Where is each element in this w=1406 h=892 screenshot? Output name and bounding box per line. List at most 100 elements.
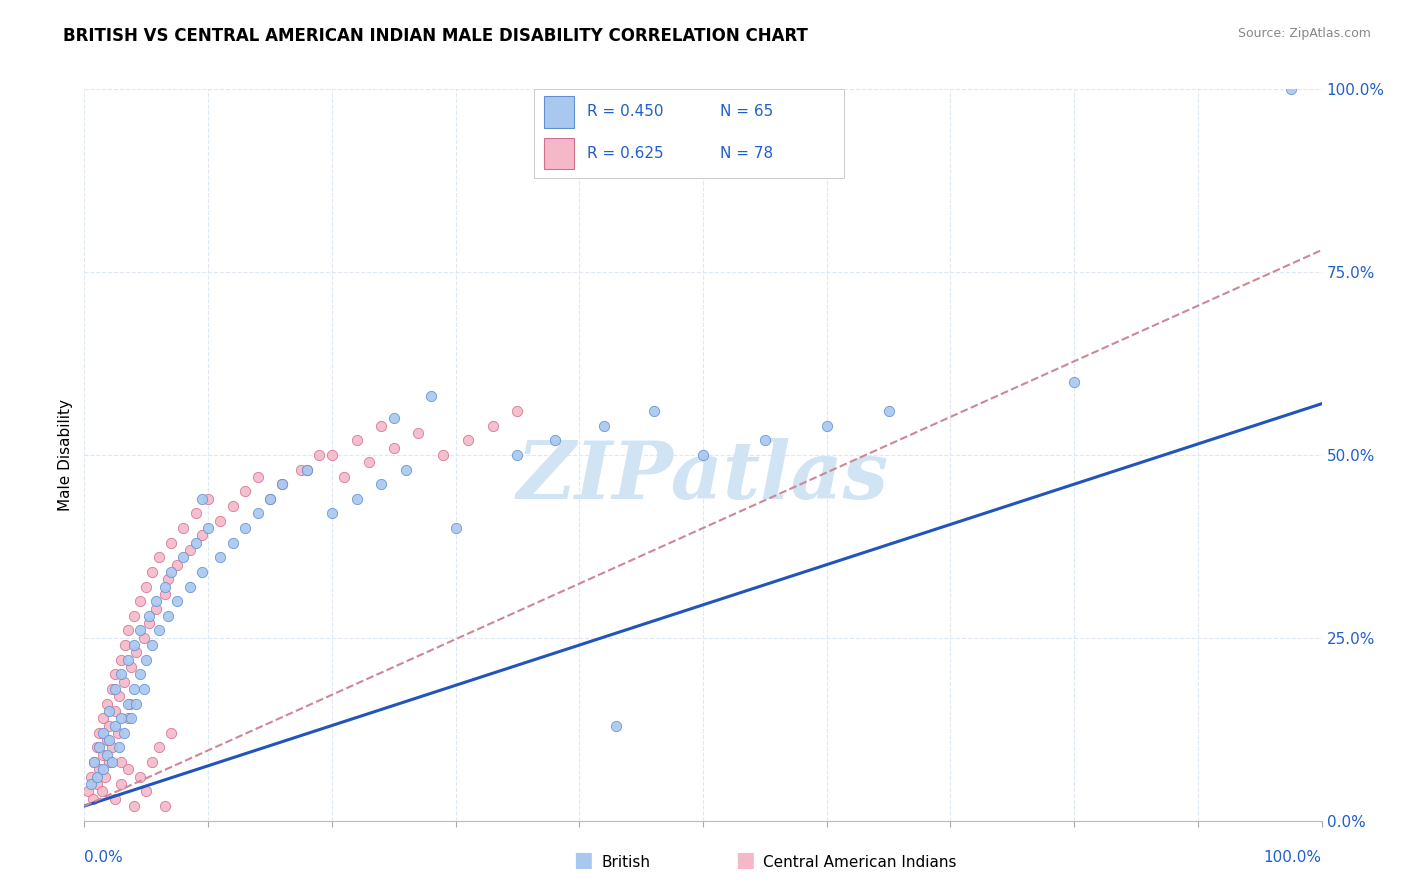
Text: BRITISH VS CENTRAL AMERICAN INDIAN MALE DISABILITY CORRELATION CHART: BRITISH VS CENTRAL AMERICAN INDIAN MALE … xyxy=(63,27,808,45)
Point xyxy=(120,711,142,725)
Point xyxy=(108,690,131,704)
Point xyxy=(77,784,100,798)
Point xyxy=(692,448,714,462)
Point xyxy=(96,747,118,762)
Text: ■: ■ xyxy=(574,850,593,870)
Point xyxy=(91,726,114,740)
Point xyxy=(132,631,155,645)
Point xyxy=(86,777,108,791)
Point xyxy=(120,660,142,674)
Point xyxy=(91,747,114,762)
Point xyxy=(100,755,122,769)
Point xyxy=(222,535,245,549)
Point xyxy=(346,491,368,506)
Bar xyxy=(544,138,575,169)
Point xyxy=(382,441,405,455)
Point xyxy=(754,434,776,448)
Point xyxy=(191,491,214,506)
Point xyxy=(197,521,219,535)
Text: 0.0%: 0.0% xyxy=(84,850,124,865)
Point xyxy=(605,718,627,732)
Point xyxy=(96,733,118,747)
Point xyxy=(135,653,157,667)
Point xyxy=(98,718,121,732)
Point xyxy=(117,763,139,777)
Point xyxy=(141,755,163,769)
Point xyxy=(98,733,121,747)
Point xyxy=(408,425,430,440)
Point xyxy=(108,740,131,755)
Point xyxy=(129,624,152,638)
Point xyxy=(132,681,155,696)
Point xyxy=(120,697,142,711)
Point xyxy=(104,791,127,805)
Point xyxy=(444,521,467,535)
Point xyxy=(153,587,176,601)
Text: ZIPatlas: ZIPatlas xyxy=(517,438,889,516)
Point xyxy=(117,653,139,667)
Point xyxy=(259,491,281,506)
Point xyxy=(110,653,132,667)
Point xyxy=(138,616,160,631)
Point xyxy=(79,777,101,791)
Point xyxy=(457,434,479,448)
Point xyxy=(295,462,318,476)
Point xyxy=(321,507,343,521)
Point xyxy=(104,681,127,696)
Point xyxy=(112,726,135,740)
Point xyxy=(197,491,219,506)
Point xyxy=(160,565,183,579)
Point xyxy=(506,448,529,462)
Point xyxy=(117,711,139,725)
Point xyxy=(370,477,392,491)
Point xyxy=(98,755,121,769)
Point xyxy=(815,418,838,433)
Point xyxy=(145,594,167,608)
Point xyxy=(382,411,405,425)
Point xyxy=(114,638,136,652)
Text: British: British xyxy=(602,855,651,870)
Text: N = 78: N = 78 xyxy=(720,146,773,161)
Text: ■: ■ xyxy=(735,850,755,870)
Point xyxy=(593,418,616,433)
Point xyxy=(104,667,127,681)
Point xyxy=(184,507,207,521)
Point xyxy=(125,697,148,711)
Point xyxy=(246,507,269,521)
Text: 100.0%: 100.0% xyxy=(1264,850,1322,865)
Point xyxy=(98,704,121,718)
Point xyxy=(179,543,201,558)
Point xyxy=(153,580,176,594)
Point xyxy=(209,550,232,565)
Text: R = 0.450: R = 0.450 xyxy=(586,104,664,119)
Point xyxy=(122,799,145,814)
Point xyxy=(122,638,145,652)
Point xyxy=(184,535,207,549)
Point xyxy=(90,784,112,798)
Point xyxy=(246,470,269,484)
Point xyxy=(110,667,132,681)
Point xyxy=(82,791,104,805)
Point xyxy=(233,484,256,499)
Point xyxy=(110,711,132,725)
Point xyxy=(122,608,145,623)
Point xyxy=(432,448,454,462)
Point xyxy=(104,704,127,718)
Point xyxy=(191,565,214,579)
Text: Central American Indians: Central American Indians xyxy=(763,855,957,870)
Point xyxy=(91,711,114,725)
Point xyxy=(104,718,127,732)
Point xyxy=(112,674,135,689)
Text: Source: ZipAtlas.com: Source: ZipAtlas.com xyxy=(1237,27,1371,40)
Point xyxy=(83,755,105,769)
Point xyxy=(160,726,183,740)
Text: N = 65: N = 65 xyxy=(720,104,773,119)
Point xyxy=(157,572,180,586)
Point xyxy=(346,434,368,448)
Point xyxy=(271,477,294,491)
Y-axis label: Male Disability: Male Disability xyxy=(58,399,73,511)
Point xyxy=(308,448,330,462)
Point xyxy=(141,565,163,579)
Point xyxy=(107,726,129,740)
Point xyxy=(129,594,152,608)
